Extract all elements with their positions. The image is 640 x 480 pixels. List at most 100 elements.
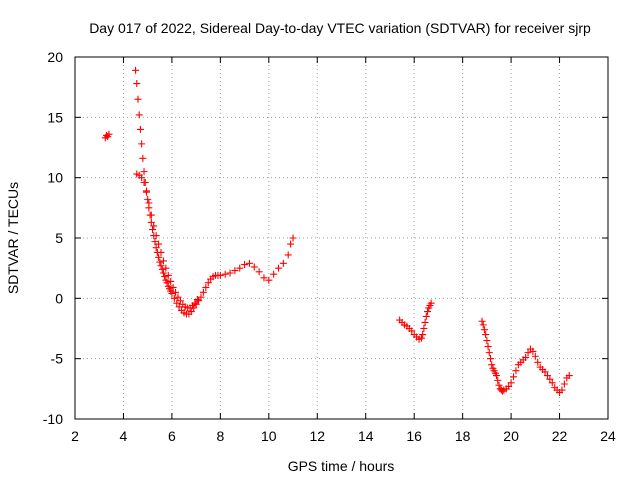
data-point — [499, 387, 507, 395]
data-point — [250, 263, 258, 271]
data-point — [175, 303, 183, 311]
data-point — [510, 373, 518, 381]
x-tick-label: 14 — [358, 428, 374, 444]
data-point — [421, 318, 429, 326]
data-point — [135, 111, 143, 119]
data-point — [105, 130, 113, 138]
data-point — [493, 372, 501, 380]
chart-title: Day 017 of 2022, Sidereal Day-to-day VTE… — [89, 20, 591, 36]
data-point — [132, 66, 140, 74]
data-point — [161, 273, 169, 281]
data-point — [152, 232, 160, 240]
data-point — [486, 355, 494, 363]
x-tick-label: 16 — [406, 428, 422, 444]
data-point — [158, 265, 166, 273]
data-point — [427, 299, 435, 307]
data-point — [147, 218, 155, 226]
data-point — [482, 331, 490, 339]
y-tick-label: -10 — [43, 411, 63, 427]
data-point — [204, 279, 212, 287]
data-point — [159, 269, 167, 277]
data-point — [150, 222, 158, 230]
data-point — [169, 283, 177, 291]
data-point — [134, 95, 142, 103]
data-point — [485, 349, 493, 357]
data-point — [548, 379, 556, 387]
data-point — [565, 372, 573, 380]
series-segment-5 — [478, 317, 573, 396]
series-segment-1 — [101, 130, 113, 142]
data-point — [164, 271, 172, 279]
data-point — [260, 274, 268, 282]
data-point — [241, 261, 249, 269]
data-point — [193, 296, 201, 304]
data-point — [151, 238, 159, 246]
data-point — [275, 264, 283, 272]
y-tick-label: 10 — [47, 170, 63, 186]
data-point — [140, 168, 148, 176]
data-point — [524, 349, 532, 357]
data-point — [159, 257, 167, 265]
y-tick-label: 15 — [47, 109, 63, 125]
data-point — [176, 297, 184, 305]
data-point — [265, 276, 273, 284]
data-point — [512, 367, 520, 375]
data-point — [270, 270, 278, 278]
data-point — [529, 347, 537, 355]
data-point — [155, 240, 163, 248]
data-point — [142, 188, 150, 196]
data-point — [138, 174, 146, 182]
data-point — [478, 317, 486, 325]
data-point — [157, 248, 165, 256]
data-point — [284, 251, 292, 259]
data-point — [133, 80, 141, 88]
x-tick-label: 12 — [309, 428, 325, 444]
data-point — [172, 288, 180, 296]
data-point — [422, 312, 430, 320]
data-point — [531, 352, 539, 360]
data-point — [488, 361, 496, 369]
y-tick-label: 0 — [55, 290, 63, 306]
data-point — [494, 376, 502, 384]
data-point — [419, 331, 427, 339]
x-tick-label: 22 — [552, 428, 568, 444]
data-point — [279, 259, 287, 267]
data-point — [202, 283, 210, 291]
data-point — [147, 211, 155, 219]
data-points — [101, 66, 573, 396]
data-point — [287, 240, 295, 248]
data-point — [168, 290, 176, 298]
data-point — [174, 293, 182, 301]
x-tick-label: 4 — [120, 428, 128, 444]
data-point — [152, 244, 160, 252]
data-point — [408, 327, 416, 335]
plot-frame — [74, 56, 609, 420]
data-point — [140, 178, 148, 186]
data-point — [245, 259, 253, 267]
x-tick-label: 8 — [216, 428, 224, 444]
x-tick-label: 2 — [71, 428, 79, 444]
x-tick-label: 10 — [261, 428, 277, 444]
data-point — [149, 226, 157, 234]
x-axis-label: GPS time / hours — [288, 458, 395, 474]
data-point — [138, 140, 146, 148]
x-tick-label: 24 — [600, 428, 616, 444]
y-tick-label: 20 — [47, 49, 63, 65]
data-point — [420, 325, 428, 332]
data-point — [173, 299, 181, 307]
data-point — [558, 386, 566, 394]
data-point — [522, 353, 530, 361]
series-segment-4 — [396, 299, 435, 343]
data-point — [483, 337, 491, 345]
data-point — [145, 199, 153, 207]
data-point — [546, 375, 554, 383]
data-point — [197, 293, 205, 301]
y-tick-label: 5 — [55, 230, 63, 246]
data-point — [195, 297, 203, 305]
data-point — [480, 326, 488, 334]
data-point — [231, 267, 239, 275]
data-point — [560, 380, 568, 388]
x-tick-label: 20 — [503, 428, 519, 444]
data-point — [163, 279, 171, 287]
data-point — [192, 300, 200, 308]
